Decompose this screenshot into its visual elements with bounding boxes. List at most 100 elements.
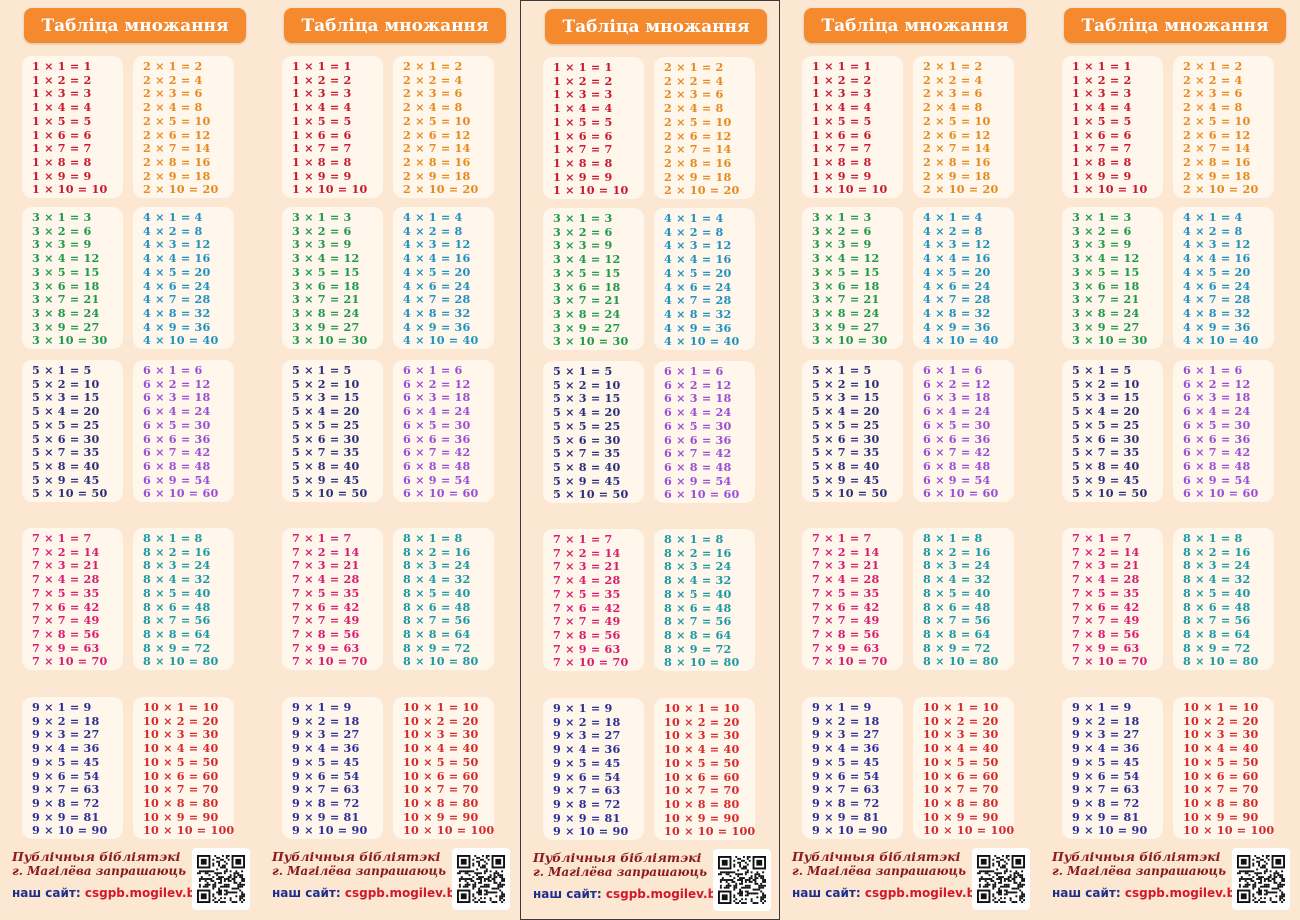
table-line: 9 × 6 = 54 xyxy=(1072,768,1140,783)
table-line: 8 × 5 = 40 xyxy=(923,585,991,600)
table-line: 3 × 7 = 21 xyxy=(32,292,100,307)
table-line: 4 × 4 = 16 xyxy=(664,252,732,267)
table-line: 6 × 1 = 6 xyxy=(923,363,983,377)
table-line: 1 × 3 = 3 xyxy=(812,86,872,101)
table-line: 2 × 6 = 12 xyxy=(1183,127,1251,142)
table-line: 2 × 2 = 4 xyxy=(403,72,463,87)
qr-code[interactable] xyxy=(972,848,1030,910)
table-line: 1 × 5 = 5 xyxy=(553,114,613,129)
table-line: 2 × 9 = 18 xyxy=(143,168,211,183)
table-line: 3 × 9 = 27 xyxy=(812,319,880,334)
table-line: 2 × 6 = 12 xyxy=(143,127,211,142)
table-line: 3 × 10 = 30 xyxy=(553,334,629,349)
table-line: 5 × 10 = 50 xyxy=(812,486,888,501)
table-line: 10 × 3 = 30 xyxy=(664,728,740,743)
table-line: 1 × 8 = 8 xyxy=(812,154,872,169)
table-line: 4 × 3 = 12 xyxy=(143,237,211,252)
table-line: 4 × 9 = 36 xyxy=(143,319,211,334)
table-line: 5 × 1 = 5 xyxy=(292,363,352,377)
table-line: 2 × 2 = 4 xyxy=(923,72,983,87)
website-link[interactable]: csgpb.mogilev.by xyxy=(1124,886,1243,900)
website-link[interactable]: csgpb.mogilev.by xyxy=(344,886,463,900)
website-link[interactable]: csgpb.mogilev.by xyxy=(605,887,724,901)
table-line: 9 × 5 = 45 xyxy=(32,754,100,769)
table-line: 6 × 8 = 48 xyxy=(403,458,471,473)
table-line: 2 × 8 = 16 xyxy=(664,155,732,170)
table-line: 8 × 6 = 48 xyxy=(1183,599,1251,614)
table-line: 3 × 10 = 30 xyxy=(1072,333,1148,348)
table-line: 3 × 6 = 18 xyxy=(553,279,621,294)
table-line: 9 × 7 = 63 xyxy=(32,782,100,797)
table-line: 8 × 8 = 64 xyxy=(664,627,732,642)
table-line: 1 × 2 = 2 xyxy=(32,72,92,87)
qr-code[interactable] xyxy=(1232,848,1290,910)
table-line: 5 × 8 = 40 xyxy=(32,458,100,473)
table-line: 10 × 6 = 60 xyxy=(403,768,479,783)
table-line: 9 × 6 = 54 xyxy=(32,768,100,783)
table-line: 6 × 6 = 36 xyxy=(403,431,471,446)
table-line: 5 × 9 = 45 xyxy=(32,472,100,487)
table-line: 1 × 5 = 5 xyxy=(32,113,92,128)
table-line: 2 × 8 = 16 xyxy=(923,154,991,169)
page-title: Табліца множання xyxy=(1064,8,1286,43)
table-line: 3 × 2 = 6 xyxy=(553,224,613,239)
table-line: 9 × 5 = 45 xyxy=(292,754,360,769)
table-line: 7 × 9 = 63 xyxy=(553,641,621,656)
website-line: наш сайт: csgpb.mogilev.by xyxy=(12,886,252,900)
table-line: 8 × 9 = 72 xyxy=(664,641,732,656)
table-line: 2 × 2 = 4 xyxy=(1183,72,1243,87)
table-line: 5 × 2 = 10 xyxy=(812,376,880,391)
table-line: 4 × 7 = 28 xyxy=(923,292,991,307)
table-line: 4 × 6 = 24 xyxy=(1183,278,1251,293)
qr-code[interactable] xyxy=(452,848,510,910)
table-line: 6 × 2 = 12 xyxy=(664,377,732,392)
times-table-card-10: 10 × 1 = 10 10 × 2 = 20 10 × 3 = 30 10 × 4 … xyxy=(133,697,234,839)
table-line: 9 × 10 = 90 xyxy=(812,823,888,838)
table-line: 4 × 10 = 40 xyxy=(664,334,740,349)
table-line: 6 × 6 = 36 xyxy=(923,431,991,446)
table-line: 10 × 6 = 60 xyxy=(1183,768,1259,783)
website-link[interactable]: csgpb.mogilev.by xyxy=(864,886,983,900)
table-line: 2 × 2 = 4 xyxy=(143,72,203,87)
table-line: 4 × 1 = 4 xyxy=(403,210,463,224)
table-line: 1 × 7 = 7 xyxy=(292,141,352,156)
table-line: 6 × 3 = 18 xyxy=(923,390,991,405)
table-line: 9 × 3 = 27 xyxy=(32,727,100,742)
table-line: 9 × 1 = 9 xyxy=(1072,700,1132,714)
table-line: 10 × 10 = 100 xyxy=(664,824,756,839)
table-line: 5 × 1 = 5 xyxy=(1072,363,1132,377)
table-line: 2 × 1 = 2 xyxy=(664,60,724,74)
website-label: наш сайт: xyxy=(792,886,861,900)
table-line: 6 × 5 = 30 xyxy=(1183,417,1251,432)
table-line: 10 × 10 = 100 xyxy=(143,823,235,838)
table-line: 7 × 9 = 63 xyxy=(812,640,880,655)
table-line: 6 × 5 = 30 xyxy=(403,417,471,432)
table-line: 6 × 3 = 18 xyxy=(403,390,471,405)
table-line: 1 × 3 = 3 xyxy=(292,86,352,101)
table-line: 7 × 5 = 35 xyxy=(1072,585,1140,600)
website-link[interactable]: csgpb.mogilev.by xyxy=(84,886,203,900)
table-line: 2 × 1 = 2 xyxy=(1183,59,1243,73)
qr-code[interactable] xyxy=(713,849,771,911)
table-line: 9 × 2 = 18 xyxy=(292,713,360,728)
qr-code[interactable] xyxy=(192,848,250,910)
table-line: 9 × 10 = 90 xyxy=(292,823,368,838)
table-line: 8 × 1 = 8 xyxy=(664,532,724,546)
table-line: 8 × 9 = 72 xyxy=(923,640,991,655)
qr-code-icon xyxy=(718,856,766,904)
times-table-card-10: 10 × 1 = 10 10 × 2 = 20 10 × 3 = 30 10 × 4 … xyxy=(913,697,1014,839)
table-line: 2 × 5 = 10 xyxy=(143,113,211,128)
table-line: 10 × 4 = 40 xyxy=(1183,741,1259,756)
table-line: 1 × 6 = 6 xyxy=(553,128,613,143)
